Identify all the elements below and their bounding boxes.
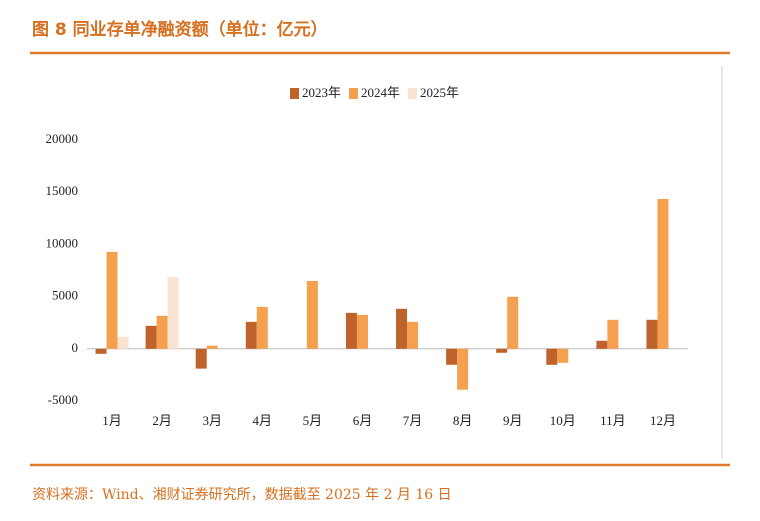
x-tick-label: 4月 <box>253 413 273 428</box>
x-tick-label: 12月 <box>650 413 676 428</box>
chart-title: 图 8 同业存单净融资额（单位：亿元） <box>32 19 328 40</box>
source-note: 资料来源：Wind、湘财证券研究所，数据截至 2025 年 2 月 16 日 <box>32 487 452 503</box>
bar <box>195 348 207 369</box>
bar <box>167 276 179 349</box>
bar <box>607 319 619 349</box>
legend-swatch <box>408 88 418 99</box>
bar <box>407 321 419 349</box>
x-tick-label: 6月 <box>353 413 373 428</box>
bar <box>156 315 168 349</box>
y-tick-label: 0 <box>72 340 79 355</box>
bar <box>145 325 157 349</box>
bar <box>396 308 408 349</box>
bar <box>496 348 508 353</box>
bar <box>657 198 669 349</box>
bar <box>117 336 129 349</box>
x-tick-label: 8月 <box>453 413 473 428</box>
x-tick-label: 11月 <box>600 413 626 428</box>
legend-swatch <box>349 88 359 99</box>
legend-swatch <box>290 88 299 99</box>
bar <box>256 306 268 349</box>
x-tick-label: 9月 <box>503 413 523 428</box>
x-tick-label: 5月 <box>303 413 323 428</box>
y-tick-label: 10000 <box>46 235 79 250</box>
bar <box>546 348 558 365</box>
y-tick-label: 20000 <box>46 131 79 146</box>
y-tick-label: 15000 <box>46 183 79 198</box>
x-tick-label: 3月 <box>202 413 222 428</box>
bar <box>457 348 469 390</box>
x-tick-label: 10月 <box>550 413 576 428</box>
bar <box>345 312 357 349</box>
y-tick-label: 5000 <box>52 288 78 303</box>
bar <box>446 348 458 365</box>
bar <box>596 340 608 349</box>
legend-label: 2024年 <box>361 85 400 100</box>
bar <box>646 319 658 349</box>
x-tick-label: 7月 <box>403 413 423 428</box>
bar <box>306 280 318 349</box>
bar <box>356 314 368 349</box>
x-tick-label: 2月 <box>152 413 172 428</box>
bar <box>507 296 519 349</box>
y-tick-label: -5000 <box>48 392 78 407</box>
bar <box>245 321 257 349</box>
bar <box>557 348 569 363</box>
legend-label: 2023年 <box>302 85 341 100</box>
bar <box>206 345 218 349</box>
x-tick-label: 1月 <box>102 413 122 428</box>
legend-label: 2025年 <box>420 85 459 100</box>
bar <box>95 348 107 354</box>
bar <box>106 251 118 349</box>
